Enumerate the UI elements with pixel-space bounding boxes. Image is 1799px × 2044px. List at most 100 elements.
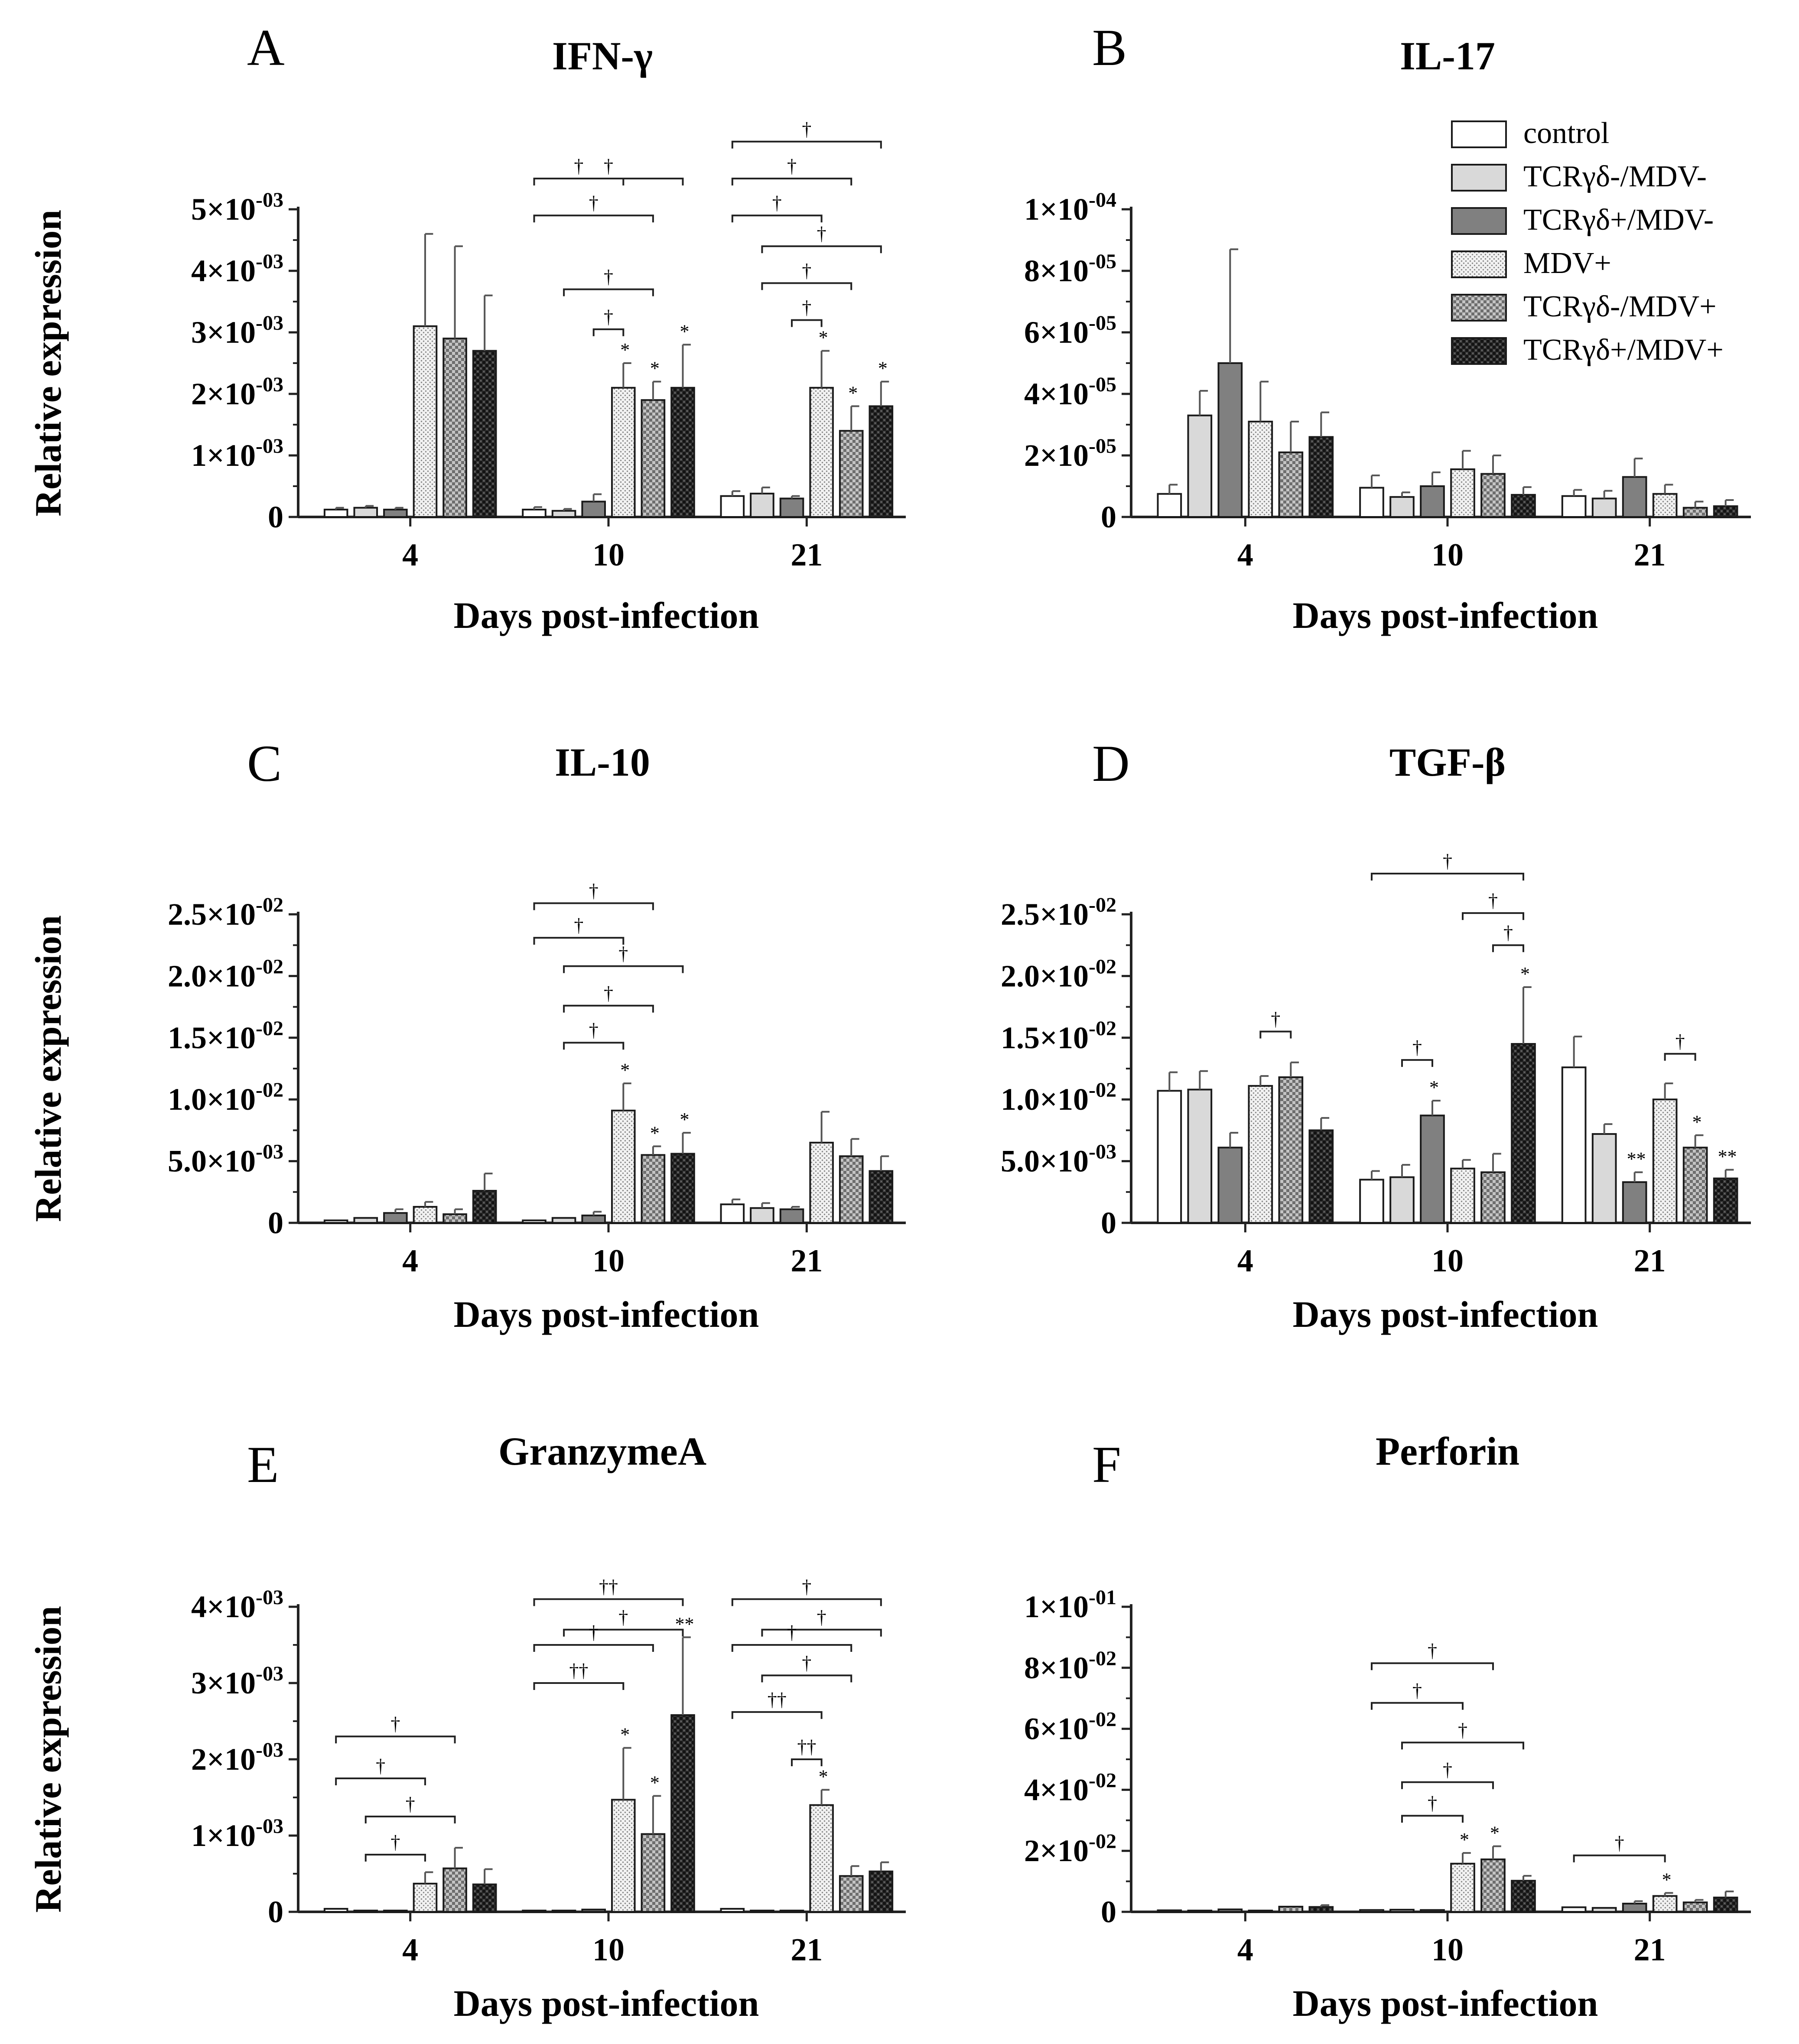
bar-b-mdvpos-d4 (1248, 420, 1273, 518)
x-tick-label-b: 21 (1634, 537, 1666, 573)
significance-dagger: † (376, 1755, 385, 1777)
significance-dagger: † (802, 119, 811, 140)
y-tick-mantissa: 1.0×10 (1001, 1082, 1089, 1117)
significance-bracket (563, 288, 654, 296)
significance-dagger: † (574, 915, 583, 936)
bar-e-tcrgdnegmdvpos-d10 (641, 1833, 666, 1913)
x-tick-label-e: 10 (592, 1932, 625, 1968)
y-tick-exponent: -02 (256, 1017, 283, 1040)
significance-dagger: † (618, 943, 628, 965)
bar-c-tcrgdnegmdvneg-d10 (551, 1217, 576, 1224)
y-tick-label-f: 1×10-01 (1024, 1586, 1116, 1624)
significance-dagger: † (1615, 1833, 1624, 1854)
y-tick-label-f: 6×10-02 (1024, 1708, 1116, 1746)
panel-letter-e: E (247, 1436, 279, 1493)
bar-b-control-d4 (1157, 493, 1182, 518)
significance-dagger: † (802, 1576, 811, 1597)
legend-label-tcrgdposmdvneg: TCRγδ+/MDV- (1523, 203, 1714, 237)
y-tick-exponent: -03 (256, 1586, 283, 1609)
significance-bracket (533, 1644, 654, 1652)
bar-e-mdvpos-d10 (611, 1799, 636, 1913)
x-tick-label-b: 4 (1237, 537, 1253, 573)
significance-dagger: † (1428, 1793, 1437, 1814)
bar-b-mdvpos-d10 (1450, 468, 1475, 518)
significance-bracket (731, 214, 823, 223)
significance-dagger: † (390, 1832, 400, 1853)
significance-dagger: † (1503, 922, 1513, 943)
y-tick-exponent: -02 (1089, 894, 1116, 916)
bar-b-tcrgdnegmdvpos-d10 (1480, 473, 1506, 518)
significance-dagger: † (1428, 1640, 1437, 1661)
y-tick-mantissa: 2×10 (1024, 1833, 1089, 1868)
significance-bracket (1401, 1059, 1433, 1067)
x-tick-label-a: 21 (791, 537, 823, 573)
bar-e-control-d10 (522, 1910, 547, 1913)
y-tick-mantissa: 6×10 (1024, 1712, 1089, 1746)
bar-c-tcrgdnegmdvneg-d21 (750, 1207, 774, 1224)
significance-bracket (563, 1628, 684, 1637)
bar-b-tcrgdnegmdvneg-d21 (1591, 497, 1617, 518)
bar-e-tcrgdposmdvpos-d4 (472, 1883, 497, 1913)
bar-a-tcrgdnegmdvneg-d10 (551, 510, 576, 518)
x-tick-label-e: 21 (791, 1932, 823, 1968)
bar-d-control-d10 (1359, 1179, 1384, 1224)
panel-letter-c: C (247, 734, 282, 792)
panel-title-c: IL-10 (555, 740, 650, 784)
y-tick-exponent: -02 (256, 894, 283, 916)
bar-c-tcrgdnegmdvpos-d21 (839, 1155, 864, 1224)
y-tick-label-a: 3×10-03 (191, 312, 283, 350)
y-tick-mantissa: 4×10 (1024, 377, 1089, 411)
legend-label-control: control (1523, 117, 1609, 150)
bar-c-tcrgdposmdvpos-d4 (472, 1189, 497, 1224)
significance-dagger: † (817, 1607, 826, 1628)
y-tick-label-c: 2.5×10-02 (168, 894, 283, 932)
legend-swatch-tcrgdnegmdvpos (1451, 294, 1507, 322)
bar-c-tcrgdnegmdvpos-d10 (641, 1154, 666, 1224)
significance-bracket (533, 1598, 684, 1606)
y-tick-mantissa: 3×10 (191, 1666, 256, 1700)
bar-d-tcrgdposmdvneg-d21 (1622, 1181, 1647, 1224)
significance-bracket (533, 178, 625, 185)
bar-a-tcrgdposmdvneg-d21 (779, 497, 804, 518)
legend-label-tcrgdnegmdvpos: TCRγδ-/MDV+ (1523, 290, 1717, 323)
significance-dagger: † (390, 1713, 400, 1735)
y-tick-exponent: -02 (1089, 1769, 1116, 1792)
x-tick-label-c: 4 (402, 1243, 418, 1279)
significance-dagger: † (817, 223, 826, 244)
y-tick-exponent: -05 (1089, 312, 1116, 335)
y-tick-label-f: 4×10-02 (1024, 1769, 1116, 1807)
bar-a-mdvpos-d21 (809, 387, 834, 518)
significance-bracket (761, 1628, 882, 1637)
y-tick-exponent: -02 (1089, 955, 1116, 978)
y-tick-mantissa: 4×10 (1024, 1772, 1089, 1807)
panel-a: A IFN-γ01×10-032×10-033×10-034×10-035×10-… (27, 19, 906, 636)
y-tick-label-c: 5.0×10-03 (168, 1141, 283, 1179)
bar-d-tcrgdnegmdvpos-d21 (1682, 1147, 1708, 1224)
panel-c: C IL-1005.0×10-031.0×10-021.5×10-022.0×10… (27, 734, 906, 1335)
bar-f-tcrgdnegmdvneg-d21 (1591, 1907, 1617, 1913)
significance-bracket (335, 1735, 456, 1744)
significance-star: * (620, 339, 630, 361)
significance-bracket (533, 937, 625, 945)
bar-d-tcrgdposmdvneg-d4 (1217, 1147, 1243, 1224)
panel-letter-d: D (1092, 734, 1130, 792)
y-tick-exponent: -03 (256, 435, 283, 458)
significance-dagger: † (802, 1652, 811, 1674)
y-axis-label-e: Relative expression (27, 1606, 69, 1913)
panel-e: E GranzymeA01×10-032×10-033×10-034×10-034… (27, 1429, 906, 2024)
legend-label-tcrgdnegmdvneg: TCRγδ-/MDV- (1523, 160, 1707, 193)
significance-star: * (620, 1724, 630, 1745)
bar-f-tcrgdposmdvpos-d21 (1713, 1896, 1738, 1913)
y-tick-exponent: -03 (1089, 1141, 1116, 1163)
bar-b-tcrgdposmdvneg-d10 (1420, 485, 1445, 518)
x-axis-label-c: Days post-infection (454, 1293, 759, 1335)
x-axis-label-d: Days post-infection (1293, 1293, 1598, 1335)
bar-a-tcrgdnegmdvpos-d4 (442, 338, 467, 518)
significance-bracket (563, 1004, 654, 1013)
significance-dagger: † (1412, 1037, 1422, 1058)
y-tick-label-e: 2×10-03 (191, 1739, 283, 1777)
y-tick-label-d: 2.5×10-02 (1001, 894, 1116, 932)
y-axis-label-a: Relative expression (27, 210, 69, 517)
significance-star: * (650, 358, 660, 379)
